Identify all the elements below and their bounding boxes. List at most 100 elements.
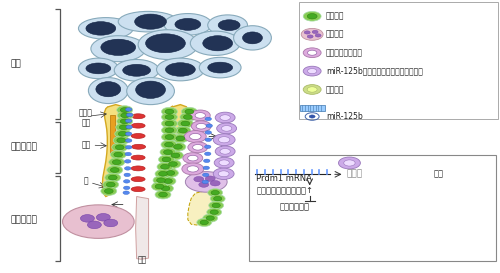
Circle shape: [152, 182, 168, 191]
FancyBboxPatch shape: [249, 155, 496, 261]
Circle shape: [195, 112, 205, 118]
Circle shape: [107, 166, 122, 174]
Ellipse shape: [131, 133, 145, 138]
Circle shape: [338, 157, 360, 169]
Circle shape: [105, 173, 120, 182]
Circle shape: [170, 143, 186, 151]
Polygon shape: [136, 197, 148, 259]
Circle shape: [126, 108, 132, 111]
Circle shape: [88, 221, 102, 229]
Circle shape: [158, 171, 168, 176]
Ellipse shape: [208, 62, 233, 73]
Circle shape: [204, 159, 210, 163]
Text: 血管: 血管: [138, 256, 146, 265]
Text: 骨芽細胞: 骨芽細胞: [326, 12, 344, 21]
Circle shape: [164, 142, 173, 147]
Circle shape: [112, 160, 121, 165]
Circle shape: [190, 133, 201, 140]
Ellipse shape: [126, 78, 174, 105]
Text: 二次海綿骨: 二次海綿骨: [10, 216, 37, 225]
Text: 基質小胞: 基質小胞: [326, 85, 344, 94]
Circle shape: [218, 137, 230, 143]
Circle shape: [205, 138, 212, 141]
Text: 軟骨: 軟骨: [11, 59, 22, 68]
Circle shape: [202, 173, 209, 177]
Ellipse shape: [131, 155, 145, 160]
Circle shape: [303, 48, 321, 58]
Circle shape: [126, 113, 133, 117]
Ellipse shape: [138, 30, 198, 60]
Ellipse shape: [186, 172, 227, 192]
Circle shape: [215, 112, 235, 123]
Ellipse shape: [86, 22, 116, 35]
Circle shape: [210, 180, 220, 186]
Circle shape: [204, 145, 211, 149]
Circle shape: [205, 117, 212, 121]
Circle shape: [125, 152, 132, 156]
Circle shape: [168, 162, 177, 167]
Circle shape: [116, 106, 132, 114]
Ellipse shape: [101, 39, 136, 55]
Ellipse shape: [131, 166, 145, 171]
Circle shape: [208, 201, 224, 209]
Circle shape: [160, 164, 170, 169]
Circle shape: [110, 168, 119, 172]
Ellipse shape: [203, 36, 232, 51]
Text: 破骨細胞前駆細胞: 破骨細胞前駆細胞: [326, 48, 363, 57]
Ellipse shape: [164, 14, 212, 35]
Ellipse shape: [118, 11, 178, 32]
Circle shape: [165, 121, 174, 126]
Ellipse shape: [175, 18, 201, 30]
Circle shape: [307, 87, 317, 92]
Ellipse shape: [78, 58, 118, 79]
Text: 破骨細胞形成抑制因子↑: 破骨細胞形成抑制因子↑: [256, 186, 314, 195]
Circle shape: [109, 158, 124, 167]
Circle shape: [161, 140, 177, 149]
Circle shape: [116, 123, 132, 132]
Circle shape: [204, 152, 211, 156]
Circle shape: [174, 144, 182, 149]
Circle shape: [178, 119, 194, 128]
Ellipse shape: [208, 15, 248, 35]
Circle shape: [344, 160, 355, 166]
Circle shape: [118, 131, 127, 136]
Circle shape: [213, 168, 234, 179]
Circle shape: [124, 180, 130, 183]
Circle shape: [124, 173, 130, 177]
Circle shape: [162, 107, 178, 116]
Circle shape: [112, 143, 128, 152]
Circle shape: [126, 139, 132, 142]
Circle shape: [120, 125, 128, 130]
Ellipse shape: [190, 31, 240, 55]
Circle shape: [206, 124, 212, 127]
Circle shape: [210, 195, 225, 203]
Circle shape: [205, 176, 215, 181]
Circle shape: [196, 123, 206, 129]
Text: 破骨細胞: 破骨細胞: [326, 30, 344, 39]
Circle shape: [218, 171, 229, 177]
Circle shape: [219, 160, 230, 165]
Circle shape: [304, 31, 310, 34]
Circle shape: [307, 35, 313, 38]
Circle shape: [96, 213, 110, 221]
Circle shape: [190, 110, 210, 121]
Circle shape: [104, 189, 113, 194]
Circle shape: [121, 113, 130, 118]
Circle shape: [301, 28, 323, 40]
Circle shape: [222, 126, 232, 131]
Circle shape: [200, 220, 208, 225]
Ellipse shape: [132, 144, 145, 149]
Circle shape: [161, 186, 170, 191]
Circle shape: [116, 117, 132, 126]
Circle shape: [185, 109, 194, 114]
Circle shape: [188, 155, 198, 161]
Circle shape: [202, 180, 208, 184]
Circle shape: [166, 171, 175, 175]
Circle shape: [155, 190, 171, 199]
Circle shape: [216, 123, 236, 134]
Ellipse shape: [136, 81, 166, 98]
Circle shape: [162, 169, 178, 177]
Circle shape: [213, 134, 235, 146]
Text: 石灰化
軟骨: 石灰化 軟骨: [79, 108, 93, 128]
FancyBboxPatch shape: [298, 2, 498, 119]
